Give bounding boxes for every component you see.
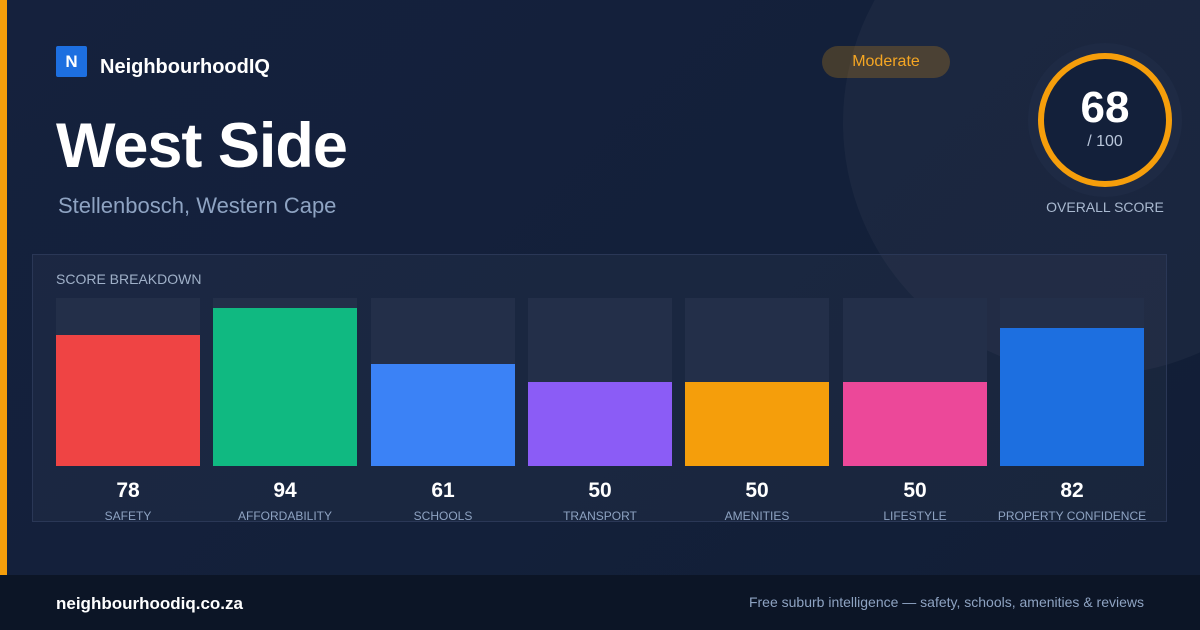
score-bar-track [843, 298, 987, 466]
score-bar-transport: 50 TRANSPORT [528, 298, 672, 524]
score-bar-value: 50 [588, 479, 612, 502]
score-bar-value: 61 [431, 479, 455, 502]
page-title: West Side [56, 111, 348, 181]
score-bar-fill [371, 364, 515, 466]
score-bar-label: LIFESTYLE [883, 509, 947, 523]
rating-badge: Moderate [822, 46, 950, 78]
score-bar-value: 78 [116, 479, 140, 502]
score-bar-fill [843, 382, 987, 466]
overall-score-value: 68 [1080, 83, 1130, 132]
score-bar-value: 50 [903, 479, 927, 502]
score-bar-track [1000, 298, 1144, 466]
score-bar-track [56, 298, 200, 466]
overall-score-label: OVERALL SCORE [1046, 199, 1164, 215]
score-bar-label: SCHOOLS [413, 509, 473, 523]
score-bar-value: 94 [273, 479, 297, 502]
score-bar-amenities: 50 AMENITIES [685, 298, 829, 524]
score-bar-affordability: 94 AFFORDABILITY [213, 298, 357, 524]
score-bar-label: SAFETY [104, 509, 152, 523]
logo-icon: N [56, 46, 87, 77]
share-card [0, 0, 1200, 575]
footer-tagline: Free suburb intelligence — safety, schoo… [748, 594, 1144, 610]
score-breakdown-panel [32, 254, 1167, 522]
score-bar-label: TRANSPORT [563, 509, 637, 523]
overall-score-ring: 68 / 100 [1028, 43, 1182, 197]
score-bar-property-confidence: 82 PROPERTY CONFIDENCE [998, 298, 1146, 524]
footer [0, 575, 1200, 630]
score-bar-fill [56, 335, 200, 466]
score-bar-track [685, 298, 829, 466]
score-bar-value: 82 [1060, 479, 1084, 502]
accent-bar [0, 0, 7, 575]
score-bar-label: AFFORDABILITY [237, 509, 332, 523]
overall-score-denominator: / 100 [1087, 133, 1123, 150]
score-bar-label: AMENITIES [724, 509, 790, 523]
score-bar-fill [528, 382, 672, 466]
footer-site-url[interactable]: neighbourhoodiq.co.za [56, 594, 243, 613]
score-ring [1038, 53, 1172, 187]
score-bar-track [371, 298, 515, 466]
score-bar-track [213, 298, 357, 466]
score-breakdown-chart: 78 SAFETY 94 AFFORDABILITY 61 SCHOOLS 50 TRANSP… [56, 298, 1146, 524]
score-bar-label: PROPERTY CONFIDENCE [997, 509, 1147, 523]
score-bar-schools: 61 SCHOOLS [371, 298, 515, 524]
score-bar-track [528, 298, 672, 466]
score-bar-fill [213, 308, 357, 466]
score-bar-fill [685, 382, 829, 466]
score-bar-safety: 78 SAFETY [56, 298, 200, 524]
score-breakdown-title: SCORE BREAKDOWN [56, 271, 202, 287]
score-bar-fill [1000, 328, 1144, 466]
score-bar-lifestyle: 50 LIFESTYLE [843, 298, 987, 524]
brand-name: NeighbourhoodIQ [100, 56, 270, 78]
score-bar-value: 50 [745, 479, 769, 502]
location-subtitle: Stellenbosch, Western Cape [58, 193, 337, 218]
